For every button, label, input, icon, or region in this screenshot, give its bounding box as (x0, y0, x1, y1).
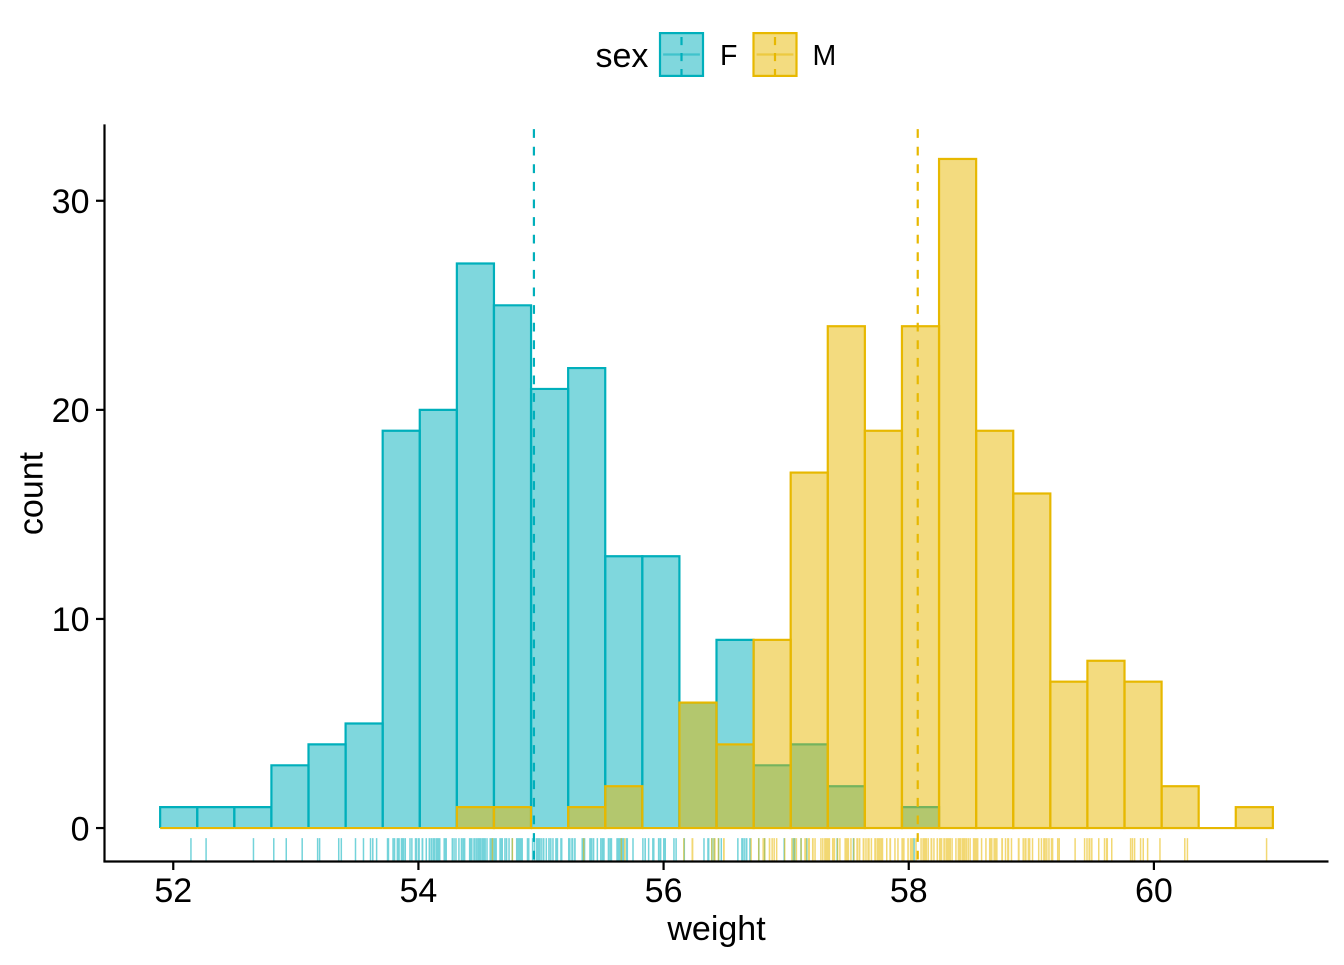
svg-text:30: 30 (52, 183, 90, 221)
svg-text:sex: sex (596, 37, 649, 75)
svg-text:10: 10 (52, 601, 90, 639)
svg-text:58: 58 (890, 872, 928, 910)
svg-text:20: 20 (52, 392, 90, 430)
svg-text:52: 52 (154, 872, 192, 910)
svg-text:56: 56 (645, 872, 683, 910)
svg-text:count: count (13, 451, 51, 535)
svg-text:54: 54 (400, 872, 438, 910)
svg-text:M: M (813, 40, 837, 72)
svg-text:0: 0 (71, 810, 90, 848)
svg-text:60: 60 (1135, 872, 1173, 910)
svg-text:F: F (720, 40, 737, 72)
svg-text:weight: weight (666, 910, 766, 948)
